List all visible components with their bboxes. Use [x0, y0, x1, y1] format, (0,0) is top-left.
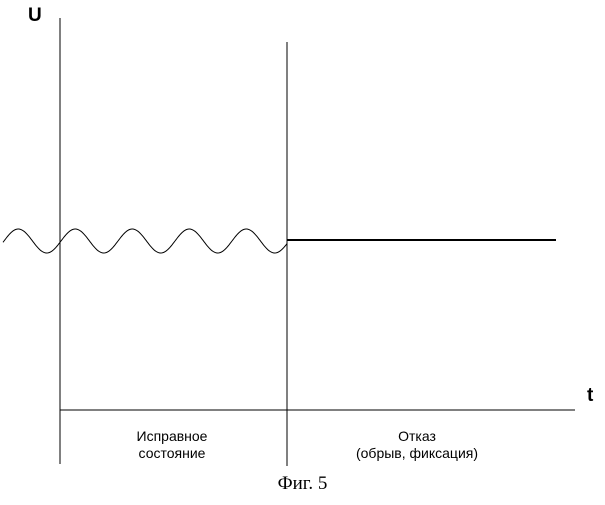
region-label-failure-line2: (обрыв, фиксация) — [322, 445, 512, 462]
y-axis-label: U — [28, 6, 42, 25]
region-label-normal-line1: Исправное — [110, 428, 234, 445]
region-label-normal: Исправное состояние — [110, 428, 234, 462]
figure-caption: Фиг. 5 — [0, 474, 605, 493]
region-label-failure: Отказ (обрыв, фиксация) — [322, 428, 512, 462]
region-label-normal-line2: состояние — [110, 445, 234, 462]
signal-wave-normal — [3, 229, 287, 253]
region-label-failure-line1: Отказ — [322, 428, 512, 445]
x-axis-label: t — [587, 386, 593, 405]
